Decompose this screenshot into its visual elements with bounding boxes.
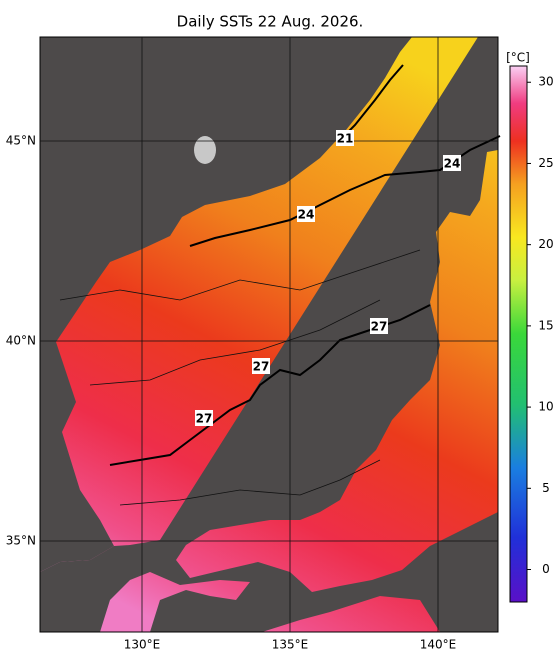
map-frame xyxy=(39,36,499,633)
land-asia xyxy=(40,37,412,572)
contour-label-box xyxy=(336,130,354,146)
lon-tick-label: 130°E xyxy=(124,638,161,652)
colorbar-tick-label: 30 xyxy=(538,75,553,89)
contour-label: 27 xyxy=(196,412,213,426)
colorbar-tick-label: 25 xyxy=(538,156,553,170)
contour-label-box xyxy=(252,358,270,374)
contour-label-box xyxy=(195,410,213,426)
contour-label: 24 xyxy=(444,157,461,171)
lat-tick-label: 45°N xyxy=(6,134,36,148)
contour-line xyxy=(59,249,421,301)
contour-line xyxy=(89,299,381,386)
contour-line xyxy=(109,304,431,466)
contour-line xyxy=(119,459,381,506)
map xyxy=(40,37,501,632)
colorbar-tick-label: 15 xyxy=(538,318,553,332)
contour-label: 24 xyxy=(298,208,315,222)
island xyxy=(194,136,216,164)
colorbar-tick-label: 20 xyxy=(538,237,553,251)
lon-tick-label: 140°E xyxy=(420,638,457,652)
lat-tick-label: 35°N xyxy=(6,534,36,548)
contour-label-box xyxy=(443,155,461,171)
contour-label-box xyxy=(297,206,315,222)
contour-label-box xyxy=(370,318,388,334)
lon-tick-label: 135°E xyxy=(272,638,309,652)
contour-label: 27 xyxy=(253,360,270,374)
map-title: Daily SSTs 22 Aug. 2026. xyxy=(177,13,364,31)
lat-tick-label: 40°N xyxy=(6,334,36,348)
colorbar-unit: [°C] xyxy=(506,51,530,65)
contour-label: 21 xyxy=(337,132,354,146)
contour-label: 27 xyxy=(371,320,388,334)
colorbar xyxy=(509,65,528,603)
colorbar-tick-label: 5 xyxy=(542,481,550,495)
colorbar-tick-label: 0 xyxy=(542,562,550,576)
colorbar-tick-label: 10 xyxy=(538,400,553,414)
land-japan xyxy=(40,37,498,632)
